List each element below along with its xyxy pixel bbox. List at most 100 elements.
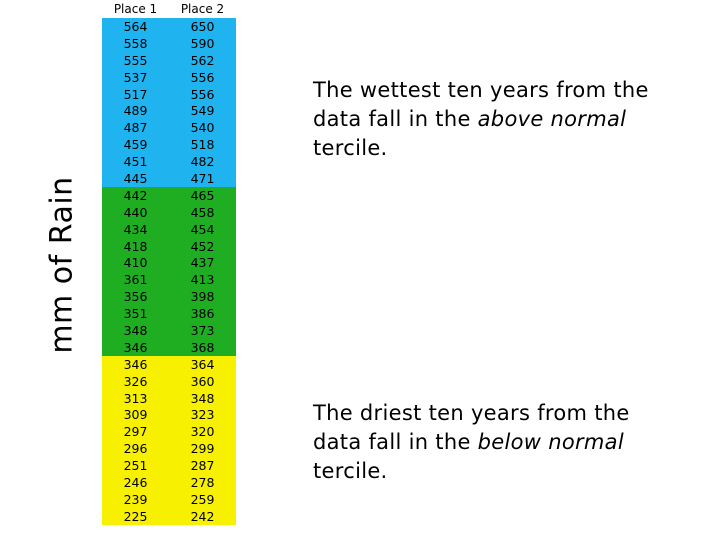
table-row: 517 556 xyxy=(102,85,236,103)
table-row: 225 242 xyxy=(102,507,236,525)
place-1-value: 440 xyxy=(123,204,148,220)
table-row: 558 590 xyxy=(102,34,236,52)
place-2-value: 278 xyxy=(190,474,215,490)
place-1-value: 225 xyxy=(123,508,148,524)
place-1-value: 296 xyxy=(123,441,148,457)
table-row: 418 452 xyxy=(102,237,236,255)
place-2-value: 364 xyxy=(190,356,215,372)
place-1-value: 445 xyxy=(123,170,148,186)
place-1-value: 451 xyxy=(123,154,148,170)
table-body: 564 650 558 590 555 562 537 556 517 556 489 549 487 5… xyxy=(102,18,236,525)
table-row: 537 556 xyxy=(102,68,236,86)
table-row: 296 299 xyxy=(102,440,236,458)
header-place-1: Place 1 xyxy=(113,2,158,16)
table-row: 297 320 xyxy=(102,423,236,441)
place-1-value: 410 xyxy=(123,255,148,271)
driest-note: The driest ten years from the data fall … xyxy=(313,399,653,486)
place-2-value: 320 xyxy=(190,424,215,440)
place-1-value: 555 xyxy=(123,52,148,68)
table-row: 445 471 xyxy=(102,170,236,187)
place-2-value: 360 xyxy=(190,373,215,389)
driest-note-emphasis: below normal xyxy=(477,430,624,454)
place-1-value: 564 xyxy=(123,18,148,34)
place-2-value: 465 xyxy=(190,187,215,203)
header-place-2: Place 2 xyxy=(180,2,225,16)
place-2-value: 287 xyxy=(190,458,215,474)
table-row: 361 413 xyxy=(102,271,236,289)
table-row: 251 287 xyxy=(102,457,236,475)
place-2-value: 398 xyxy=(190,289,215,305)
rainfall-table: Place 1 Place 2 564 650 558 590 555 562 537 556… xyxy=(102,0,236,525)
place-2-value: 454 xyxy=(190,221,215,237)
place-1-value: 356 xyxy=(123,289,148,305)
table-row: 489 549 xyxy=(102,102,236,120)
place-1-value: 346 xyxy=(123,339,148,355)
table-row: 356 398 xyxy=(102,288,236,306)
place-2-value: 549 xyxy=(190,103,215,119)
table-row: 451 482 xyxy=(102,153,236,171)
wettest-note-text: The wettest ten years from the data fall… xyxy=(313,78,649,131)
place-1-value: 346 xyxy=(123,356,148,372)
table-header: Place 1 Place 2 xyxy=(102,0,236,18)
table-row: 410 437 xyxy=(102,254,236,272)
table-row: 348 373 xyxy=(102,322,236,339)
place-1-value: 313 xyxy=(123,390,148,406)
place-2-value: 471 xyxy=(190,170,215,186)
wettest-note: The wettest ten years from the data fall… xyxy=(313,76,653,163)
place-2-value: 259 xyxy=(190,491,215,507)
place-1-value: 309 xyxy=(123,407,148,423)
place-1-value: 251 xyxy=(123,458,148,474)
place-1-value: 297 xyxy=(123,424,148,440)
place-1-value: 487 xyxy=(123,120,148,136)
wettest-note-emphasis: above normal xyxy=(477,107,627,131)
driest-note-text: The driest ten years from the data fall … xyxy=(313,401,630,454)
table-row: 555 562 xyxy=(102,51,236,69)
place-2-value: 386 xyxy=(190,306,215,322)
place-2-value: 373 xyxy=(190,322,215,338)
place-1-value: 239 xyxy=(123,491,148,507)
place-1-value: 442 xyxy=(123,187,148,203)
wettest-note-end: tercile. xyxy=(313,136,388,160)
place-2-value: 556 xyxy=(190,86,215,102)
place-1-value: 517 xyxy=(123,86,148,102)
table-row: 246 278 xyxy=(102,474,236,491)
table-row: 564 650 xyxy=(102,18,236,35)
table-row: 239 259 xyxy=(102,490,236,508)
place-2-value: 556 xyxy=(190,69,215,85)
place-1-value: 326 xyxy=(123,373,148,389)
place-1-value: 537 xyxy=(123,69,148,85)
place-2-value: 458 xyxy=(190,204,215,220)
place-2-value: 518 xyxy=(190,137,215,153)
place-1-value: 418 xyxy=(123,238,148,254)
table-row: 487 540 xyxy=(102,119,236,137)
place-2-value: 562 xyxy=(190,52,215,68)
place-2-value: 368 xyxy=(190,339,215,355)
place-1-value: 361 xyxy=(123,272,148,288)
table-row: 313 348 xyxy=(102,389,236,407)
place-2-value: 299 xyxy=(190,441,215,457)
table-row: 440 458 xyxy=(102,203,236,221)
table-row: 434 454 xyxy=(102,220,236,238)
table-row: 346 368 xyxy=(102,338,236,356)
y-axis-label: mm of Rain xyxy=(44,176,80,354)
table-row: 326 360 xyxy=(102,372,236,390)
driest-note-end: tercile. xyxy=(313,459,388,483)
table-row: 351 386 xyxy=(102,305,236,323)
place-2-value: 348 xyxy=(190,390,215,406)
table-row: 442 465 xyxy=(102,186,236,204)
place-2-value: 323 xyxy=(190,407,215,423)
table-row: 459 518 xyxy=(102,136,236,154)
place-1-value: 246 xyxy=(123,474,148,490)
place-1-value: 558 xyxy=(123,35,148,51)
table-row: 346 364 xyxy=(102,355,236,373)
place-2-value: 452 xyxy=(190,238,215,254)
place-2-value: 590 xyxy=(190,35,215,51)
place-2-value: 413 xyxy=(190,272,215,288)
place-1-value: 459 xyxy=(123,137,148,153)
place-2-value: 242 xyxy=(190,508,215,524)
place-1-value: 351 xyxy=(123,306,148,322)
place-2-value: 540 xyxy=(190,120,215,136)
place-2-value: 650 xyxy=(190,18,215,34)
place-2-value: 482 xyxy=(190,154,215,170)
place-1-value: 348 xyxy=(123,322,148,338)
